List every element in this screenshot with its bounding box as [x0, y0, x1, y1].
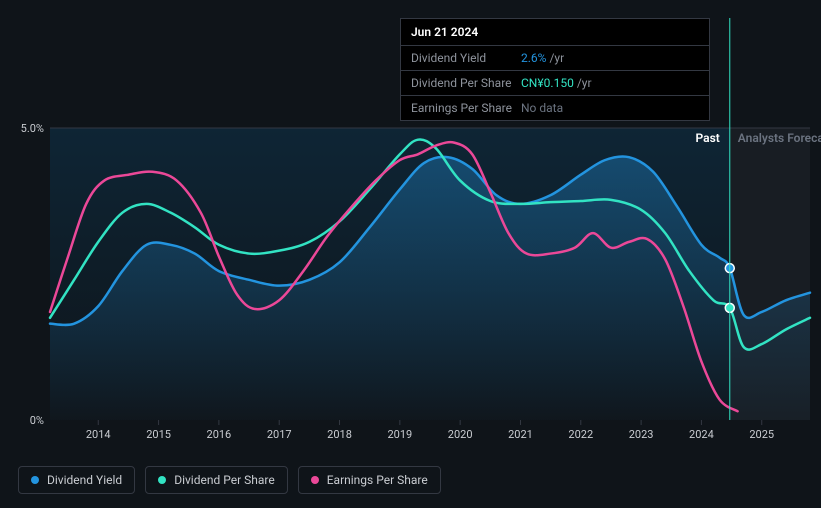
tooltip-row-label: Dividend Yield: [411, 51, 521, 65]
tooltip-row: Earnings Per ShareNo data: [401, 96, 709, 120]
svg-text:2019: 2019: [387, 428, 412, 441]
legend-label: Dividend Yield: [47, 473, 122, 487]
tooltip-row: Dividend Per ShareCN¥0.150/yr: [401, 71, 709, 96]
legend-item-dividend-yield[interactable]: Dividend Yield: [18, 466, 135, 494]
tooltip-row: Dividend Yield2.6%/yr: [401, 46, 709, 71]
legend-dot: [311, 476, 319, 484]
svg-text:2016: 2016: [207, 428, 232, 441]
legend-item-earnings-per-share[interactable]: Earnings Per Share: [298, 466, 441, 494]
chart-tooltip: Jun 21 2024 Dividend Yield2.6%/yrDividen…: [400, 18, 710, 121]
legend-label: Dividend Per Share: [174, 473, 275, 487]
svg-text:2015: 2015: [146, 428, 171, 441]
legend-label: Earnings Per Share: [327, 473, 428, 487]
tooltip-row-unit: /yr: [549, 51, 564, 65]
svg-text:2025: 2025: [749, 428, 774, 441]
svg-text:2023: 2023: [629, 428, 654, 441]
tooltip-row-value: No data: [521, 101, 563, 115]
svg-text:2017: 2017: [267, 428, 292, 441]
svg-text:2022: 2022: [568, 428, 593, 441]
tooltip-row-value: 2.6%: [521, 51, 546, 65]
svg-text:2024: 2024: [689, 428, 714, 441]
tooltip-row-label: Earnings Per Share: [411, 101, 521, 115]
svg-text:Past: Past: [695, 131, 719, 145]
svg-text:2014: 2014: [86, 428, 111, 441]
dividend-chart: 2014 2015 2016 2017 2018 2019 2020 2021 2022 2023…: [0, 0, 821, 508]
legend-item-dividend-per-share[interactable]: Dividend Per Share: [145, 466, 288, 494]
legend-dot: [158, 476, 166, 484]
svg-text:Analysts Forecas: Analysts Forecas: [738, 131, 821, 145]
tooltip-row-label: Dividend Per Share: [411, 76, 521, 90]
svg-text:5.0%: 5.0%: [21, 122, 44, 135]
tooltip-date: Jun 21 2024: [401, 19, 709, 46]
chart-legend: Dividend Yield Dividend Per Share Earnings…: [18, 466, 441, 494]
tooltip-row-value: CN¥0.150: [521, 76, 574, 90]
svg-text:2020: 2020: [448, 428, 473, 441]
legend-dot: [31, 476, 39, 484]
svg-text:0%: 0%: [30, 414, 44, 427]
tooltip-row-unit: /yr: [577, 76, 592, 90]
svg-text:2021: 2021: [508, 428, 533, 441]
svg-text:2018: 2018: [327, 428, 352, 441]
